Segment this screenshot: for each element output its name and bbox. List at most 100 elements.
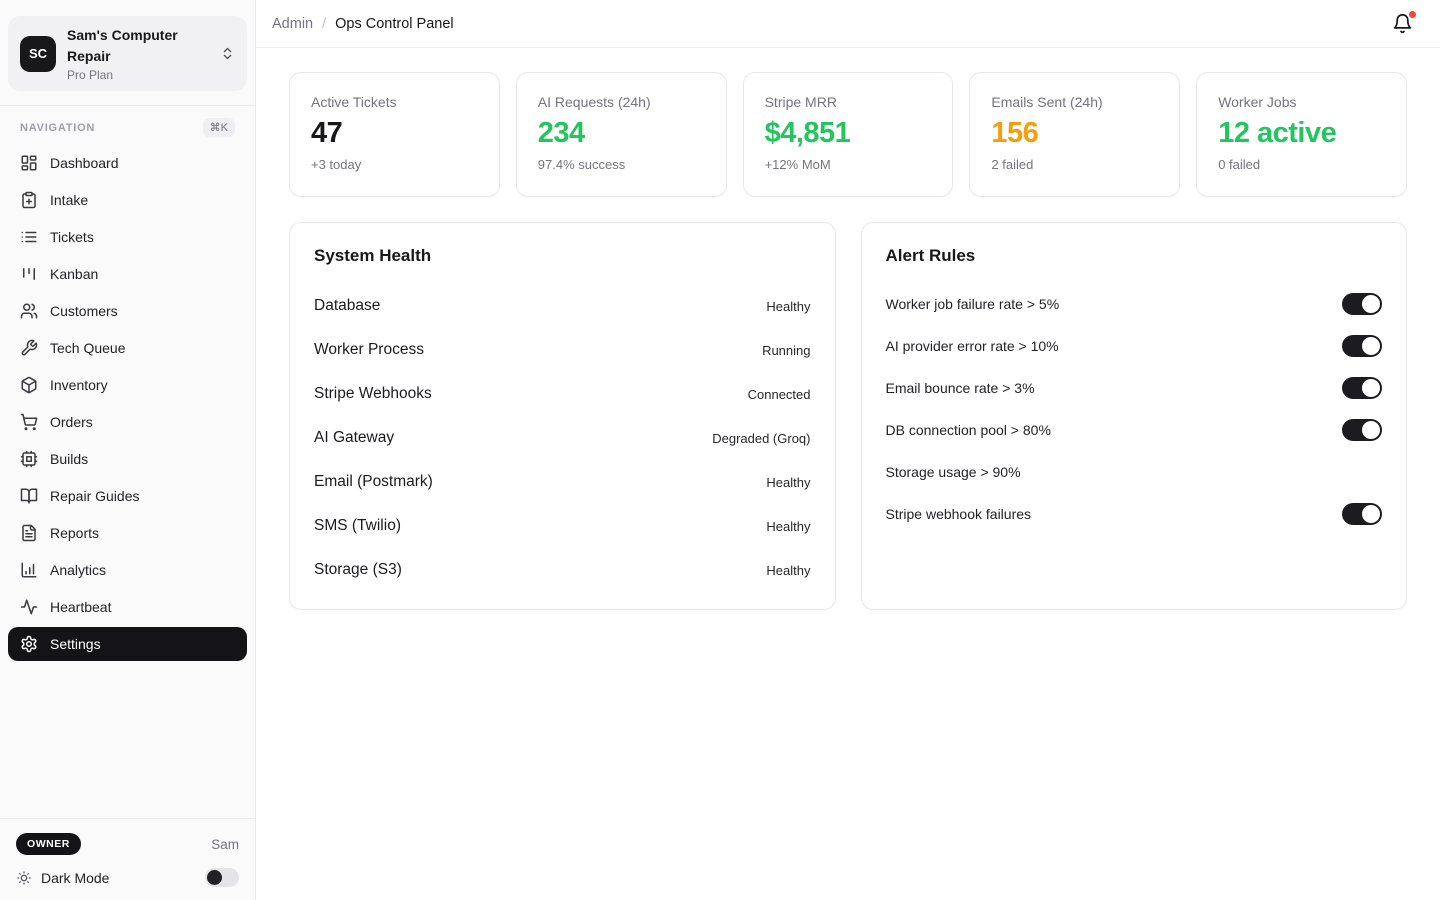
- user-name: Sam: [211, 836, 239, 852]
- sidebar-item-repair-guides[interactable]: Repair Guides: [8, 479, 247, 513]
- stat-value: 12 active: [1218, 117, 1337, 149]
- sidebar-item-builds[interactable]: Builds: [8, 442, 247, 476]
- alert-rule-label: AI provider error rate > 10%: [885, 338, 1059, 355]
- health-row-worker-process: Worker Process Running: [314, 328, 811, 372]
- list-icon: [21, 231, 37, 243]
- alert-rule-row: Worker job failure rate > 5%: [885, 283, 1382, 325]
- breadcrumb-parent[interactable]: Admin: [272, 15, 314, 32]
- sidebar-item-settings[interactable]: Settings: [8, 627, 247, 661]
- sidebar-item-reports[interactable]: Reports: [8, 516, 247, 550]
- stat-card-active-tickets: Active Tickets 47 +3 today: [289, 72, 500, 197]
- stat-value: 156: [991, 117, 1039, 149]
- health-row-stripe-webhooks: Stripe Webhooks Connected: [314, 372, 811, 416]
- toggle-knob: [1362, 421, 1380, 440]
- toggle-knob: [1362, 295, 1380, 314]
- sidebar-item-label: Inventory: [50, 377, 108, 393]
- sidebar-item-analytics[interactable]: Analytics: [8, 553, 247, 587]
- sidebar-item-kanban[interactable]: Kanban: [8, 257, 247, 291]
- stat-value: 234: [537, 117, 585, 149]
- health-row-sms-twilio: SMS (Twilio) Healthy: [314, 504, 811, 548]
- service-name: Storage (S3): [314, 561, 402, 579]
- role-badge: OWNER: [16, 833, 81, 855]
- navigation-section-label: NAVIGATION: [20, 121, 96, 134]
- service-status: Healthy: [766, 298, 811, 314]
- stat-label: Worker Jobs: [1218, 94, 1297, 110]
- users-icon: [20, 303, 38, 319]
- sidebar-item-orders[interactable]: Orders: [8, 405, 247, 439]
- sidebar-item-label: Heartbeat: [50, 599, 112, 615]
- dark-mode-toggle[interactable]: [205, 868, 239, 887]
- service-name: Stripe Webhooks: [314, 385, 432, 403]
- kanban-icon: [23, 268, 35, 280]
- sun-icon: [16, 870, 32, 886]
- health-row-email-postmark: Email (Postmark) Healthy: [314, 460, 811, 504]
- stat-card-emails-sent: Emails Sent (24h) 156 2 failed: [969, 72, 1181, 197]
- command-k-shortcut-badge[interactable]: ⌘K: [202, 118, 235, 137]
- alert-rule-row: AI provider error rate > 10%: [885, 325, 1382, 367]
- sidebar-item-intake[interactable]: Intake: [8, 183, 247, 217]
- sidebar-item-label: Settings: [50, 636, 101, 652]
- sidebar-item-dashboard[interactable]: Dashboard: [8, 146, 247, 180]
- alert-rule-toggle[interactable]: [1342, 335, 1382, 358]
- page-title: Ops Control Panel: [335, 15, 454, 32]
- clipboard-plus-icon: [22, 191, 36, 209]
- service-name: Database: [314, 297, 381, 315]
- sidebar: SC Sam's Computer Repair Pro Plan NAVIGA…: [0, 0, 256, 900]
- chevrons-up-down-icon: [220, 46, 235, 61]
- service-status: Healthy: [766, 474, 811, 490]
- stat-label: Active Tickets: [311, 94, 397, 110]
- sidebar-item-tickets[interactable]: Tickets: [8, 220, 247, 254]
- stat-subtext: 0 failed: [1218, 156, 1261, 172]
- stat-card-worker-jobs: Worker Jobs 12 active 0 failed: [1196, 72, 1407, 197]
- sidebar-item-label: Tickets: [50, 229, 94, 245]
- sidebar-item-label: Tech Queue: [50, 340, 126, 356]
- service-status: Running: [762, 342, 811, 358]
- sidebar-item-label: Analytics: [50, 562, 107, 578]
- sidebar-divider: [0, 105, 255, 106]
- alert-rules-panel: Alert Rules Worker job failure rate > 5%…: [860, 222, 1407, 610]
- book-open-icon: [20, 488, 38, 504]
- stats-row: Active Tickets 47 +3 today AI Requests (…: [289, 72, 1407, 197]
- alert-rule-toggle[interactable]: [1342, 293, 1382, 316]
- alert-rule-toggle[interactable]: [1342, 503, 1382, 526]
- gear-icon: [21, 635, 37, 653]
- notification-dot: [1409, 11, 1416, 18]
- alert-rule-label: Storage usage > 90%: [885, 464, 1021, 481]
- notifications-button[interactable]: [1390, 11, 1416, 36]
- stat-label: Stripe MRR: [764, 94, 837, 110]
- stat-label: Emails Sent (24h): [991, 94, 1103, 110]
- workspace-switcher[interactable]: SC Sam's Computer Repair Pro Plan: [8, 16, 247, 91]
- stat-subtext: +3 today: [311, 156, 362, 172]
- sidebar-item-inventory[interactable]: Inventory: [8, 368, 247, 402]
- workspace-avatar: SC: [20, 35, 56, 72]
- package-icon: [21, 376, 37, 394]
- stat-card-stripe-mrr: Stripe MRR $4,851 +12% MoM: [742, 72, 954, 197]
- sidebar-item-customers[interactable]: Customers: [8, 294, 247, 328]
- alert-rule-toggle[interactable]: [1342, 377, 1382, 400]
- toggle-knob: [207, 870, 222, 885]
- system-health-panel: System Health Database Healthy Worker Pr…: [289, 222, 836, 610]
- sidebar-item-label: Builds: [50, 451, 89, 467]
- sidebar-item-tech-queue[interactable]: Tech Queue: [8, 331, 247, 365]
- stat-subtext: 97.4% success: [537, 156, 626, 172]
- page-content: Active Tickets 47 +3 today AI Requests (…: [256, 48, 1440, 610]
- alert-rule-label: Worker job failure rate > 5%: [885, 296, 1060, 313]
- breadcrumb: Admin / Ops Control Panel: [272, 16, 454, 32]
- health-row-database: Database Healthy: [314, 284, 811, 328]
- sidebar-item-label: Customers: [50, 303, 118, 319]
- sidebar-item-heartbeat[interactable]: Heartbeat: [8, 590, 247, 624]
- alert-rule-toggle[interactable]: [1342, 419, 1382, 442]
- sidebar-item-label: Reports: [50, 525, 100, 541]
- alert-rule-row: Stripe webhook failures: [886, 493, 1382, 535]
- stat-subtext: +12% MoM: [764, 156, 831, 172]
- workspace-plan: Pro Plan: [67, 68, 114, 82]
- service-name: SMS (Twilio): [314, 517, 401, 535]
- panels-row: System Health Database Healthy Worker Pr…: [289, 222, 1407, 610]
- service-name: Worker Process: [314, 341, 424, 359]
- alert-rule-label: Email bounce rate > 3%: [885, 380, 1035, 397]
- dashboard-icon: [21, 155, 37, 171]
- service-status: Healthy: [766, 562, 811, 578]
- stat-value: 47: [311, 117, 343, 149]
- health-row-ai-gateway: AI Gateway Degraded (Groq): [314, 416, 811, 460]
- activity-icon: [20, 599, 38, 615]
